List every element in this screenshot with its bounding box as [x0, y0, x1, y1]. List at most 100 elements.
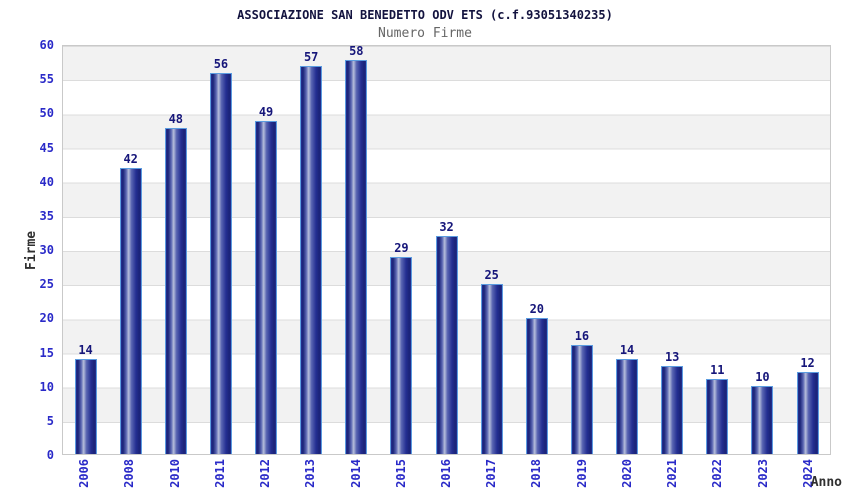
y-axis: 0 5 10 15 20 25 30 35 40 45 50 55 60: [0, 38, 54, 462]
x-tick-label: 2012: [258, 459, 273, 488]
x-tick-label: 2015: [393, 459, 408, 488]
bar-2023: [751, 386, 774, 454]
x-tick-slot: 2018: [514, 459, 559, 488]
x-tick-label: 2022: [710, 459, 725, 488]
x-tick-label: 2020: [619, 459, 634, 488]
bar-slot: 56: [198, 46, 243, 454]
x-tick-label: 2023: [755, 459, 770, 488]
x-tick-label: 2010: [167, 459, 182, 488]
x-tick-slot: 2017: [469, 459, 514, 488]
bar-value-label: 11: [710, 363, 725, 378]
x-tick-label: 2021: [665, 459, 680, 488]
bar-2016: [435, 236, 458, 454]
bar-2024: [796, 372, 819, 454]
bar-value-label: 32: [439, 220, 454, 235]
bar-slot: 49: [244, 46, 289, 454]
x-tick-slot: 2016: [424, 459, 469, 488]
bar-2012: [255, 120, 278, 454]
bar-2014: [345, 59, 368, 454]
x-tick-label: 2014: [348, 459, 363, 488]
y-tick-label: 20: [39, 311, 54, 326]
y-tick-label: 60: [39, 38, 54, 52]
x-tick-label: 2011: [212, 459, 227, 488]
x-axis-title: Anno: [810, 475, 842, 490]
bar-2006: [74, 358, 97, 454]
bar-2017: [480, 284, 503, 454]
x-tick-slot: 2021: [650, 459, 695, 488]
bar-2010: [164, 127, 187, 454]
bar-slot: 42: [108, 46, 153, 454]
x-tick-slot: 2022: [695, 459, 740, 488]
y-tick-label: 45: [39, 140, 54, 155]
x-tick-label: 2013: [303, 459, 318, 488]
bar-value-label: 13: [664, 349, 680, 364]
bar-value-label: 48: [168, 111, 184, 126]
x-tick-label: 2016: [438, 459, 453, 488]
x-tick-slot: 2010: [152, 459, 197, 488]
x-tick-slot: 2014: [333, 459, 378, 488]
x-axis: 2006 2008 2010 2011 2012 2013 2014 2015 2016 2017…: [62, 459, 831, 497]
chart-title: ASSOCIAZIONE SAN BENEDETTO ODV ETS (c.f.…: [237, 8, 613, 22]
y-tick-label: 40: [39, 174, 54, 189]
x-tick-slot: 2023: [741, 459, 786, 488]
bar-2021: [661, 365, 684, 454]
y-tick-label: 50: [39, 106, 54, 121]
bar-value-label: 14: [619, 342, 635, 357]
y-tick-label: 55: [39, 72, 54, 87]
bar-2013: [300, 66, 323, 454]
bar-value-label: 56: [213, 57, 229, 72]
x-tick-label: 2019: [574, 459, 589, 488]
bar-2022: [706, 379, 729, 454]
bar-slot: 25: [469, 46, 514, 454]
bar-value-label: 57: [303, 50, 319, 65]
x-tick-slot: 2020: [605, 459, 650, 488]
bar-slot: 57: [289, 46, 334, 454]
bar-value-label: 58: [349, 43, 364, 58]
bar-slot: 16: [559, 46, 604, 454]
bar-slot: 13: [650, 46, 695, 454]
bar-slot: 12: [785, 46, 830, 454]
x-tick-slot: 2006: [62, 459, 107, 488]
bar-slot: 10: [740, 46, 785, 454]
bar-value-label: 42: [123, 152, 138, 167]
y-tick-label: 25: [39, 277, 54, 292]
x-tick-label: 2018: [529, 459, 544, 488]
x-tick-slot: 2019: [560, 459, 605, 488]
y-tick-label: 10: [39, 379, 54, 394]
bar-2018: [525, 318, 548, 454]
y-tick-label: 30: [39, 243, 54, 257]
x-tick-slot: 2013: [288, 459, 333, 488]
x-tick-label: 2006: [77, 459, 92, 488]
x-tick-label: 2017: [484, 459, 499, 488]
x-tick-slot: 2008: [107, 459, 152, 488]
y-tick-label: 0: [46, 448, 54, 462]
bar-value-label: 25: [484, 268, 499, 282]
bar-value-label: 14: [78, 342, 93, 357]
bar-slot: 29: [379, 46, 424, 454]
bar-slot: 20: [514, 46, 559, 454]
bar-2011: [209, 73, 232, 454]
chart-subtitle: Numero Firme: [378, 26, 472, 41]
bar-slot: 48: [153, 46, 198, 454]
bar-2008: [119, 168, 142, 454]
bar-value-label: 16: [574, 329, 590, 344]
bar-slot: 14: [605, 46, 650, 454]
bar-value-label: 29: [394, 240, 409, 255]
bar-2020: [616, 358, 639, 454]
y-tick-label: 35: [39, 208, 54, 223]
x-tick-slot: 2012: [243, 459, 288, 488]
x-tick-label: 2008: [122, 459, 137, 488]
bar-slot: 58: [334, 43, 379, 454]
y-tick-label: 15: [39, 345, 54, 360]
bar-slot: 14: [63, 46, 108, 454]
plot-area: 14 42 48 56 49 57 58 29 32 25 20 16 14 13 11 10 12: [62, 43, 831, 455]
y-tick-label: 5: [46, 413, 54, 428]
bar-value-label: 49: [258, 104, 274, 119]
x-tick-slot: 2015: [379, 459, 424, 488]
bar-slot: 11: [695, 46, 740, 454]
bar-value-label: 20: [529, 302, 545, 317]
bar-slot: 32: [424, 46, 469, 454]
bar-2015: [390, 256, 413, 454]
x-tick-slot: 2011: [198, 459, 243, 488]
